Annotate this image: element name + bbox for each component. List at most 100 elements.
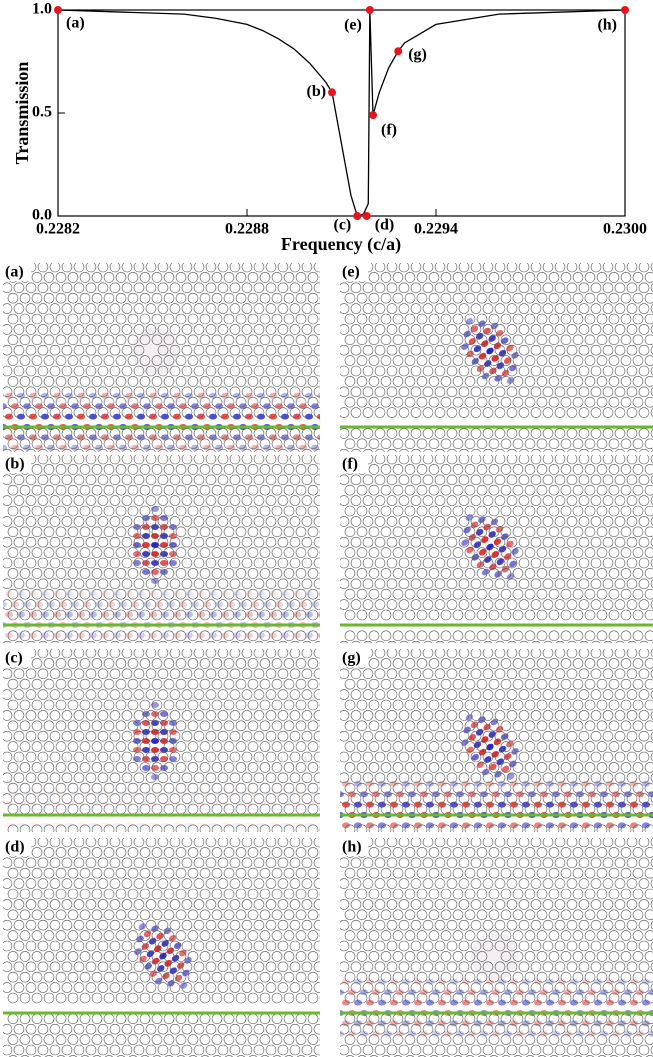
lattice-hole (55, 376, 67, 387)
lattice-hole (620, 292, 632, 304)
field-blob (133, 560, 141, 566)
lattice-hole (49, 668, 61, 680)
lattice-hole (19, 609, 31, 621)
lattice-hole (7, 909, 19, 921)
lattice-hole (235, 292, 247, 304)
lattice-hole (25, 386, 37, 398)
lattice-hole (488, 720, 500, 732)
lattice-hole (590, 578, 602, 590)
field-blob (420, 1030, 428, 1037)
lattice-hole (13, 899, 25, 910)
lattice-hole (151, 678, 163, 690)
lattice-hole (494, 536, 506, 548)
lattice-hole (464, 334, 476, 346)
lattice-hole (458, 344, 470, 356)
lattice-hole (524, 526, 536, 538)
lattice-hole (260, 1055, 270, 1057)
field-blob (462, 1020, 470, 1027)
lattice-hole (134, 448, 144, 452)
lattice-hole (295, 630, 307, 642)
lattice-hole (259, 272, 271, 283)
lattice-hole (512, 568, 524, 579)
lattice-hole (301, 793, 313, 804)
lattice-hole (614, 516, 626, 527)
lattice-hole (578, 407, 590, 418)
lattice-hole (193, 899, 205, 910)
field-blob (77, 801, 85, 808)
lattice-hole (212, 1055, 222, 1057)
lattice-hole (205, 649, 217, 659)
lattice-hole (73, 282, 85, 294)
lattice-hole (271, 888, 283, 900)
lattice-hole (386, 263, 398, 273)
lattice-hole (223, 951, 235, 962)
lattice-hole (175, 505, 187, 517)
field-blob (564, 791, 572, 798)
lattice-hole (229, 793, 241, 804)
lattice-hole (638, 474, 650, 486)
lattice-hole (43, 588, 55, 600)
lattice-hole (115, 505, 127, 517)
lattice-hole (109, 961, 121, 973)
lattice-hole (7, 824, 19, 832)
lattice-hole (229, 557, 241, 569)
lattice-hole (326, 516, 336, 526)
lattice-hole (121, 474, 133, 486)
lattice-hole (145, 961, 157, 973)
lattice-hole (199, 824, 211, 832)
lattice-hole (410, 344, 422, 356)
lattice-hole (356, 588, 368, 600)
lattice-hole (447, 640, 457, 643)
lattice-hole (253, 282, 265, 294)
lattice-hole (452, 678, 464, 690)
lattice-hole (31, 464, 43, 475)
lattice-hole (638, 386, 650, 398)
lattice-hole (410, 263, 422, 273)
lattice-hole (271, 355, 283, 366)
lattice-hole (362, 578, 374, 590)
field-blob (504, 833, 512, 839)
lattice-hole (554, 263, 566, 273)
lattice-hole (422, 772, 434, 784)
field-blob (558, 822, 566, 829)
lattice-hole (404, 313, 416, 325)
lattice-hole (482, 649, 494, 659)
lattice-hole (223, 376, 235, 387)
lattice-hole (31, 334, 43, 346)
lattice-hole (151, 609, 163, 621)
lattice-hole (578, 793, 590, 804)
field-blob (137, 801, 145, 808)
lattice-hole (301, 878, 313, 889)
lattice-hole (626, 649, 638, 659)
field-blob (29, 822, 37, 829)
lattice-hole (356, 376, 368, 387)
lattice-hole (560, 762, 572, 773)
panel-label: (f) (342, 456, 358, 473)
lattice-hole (542, 495, 554, 506)
lattice-hole (163, 888, 175, 900)
lattice-hole (494, 474, 506, 486)
lattice-hole (7, 547, 19, 558)
lattice-hole (73, 751, 85, 763)
lattice-hole (217, 474, 229, 486)
lattice-hole (416, 396, 428, 408)
lattice-hole (211, 824, 223, 832)
lattice-hole (175, 396, 187, 408)
lattice-hole (446, 407, 458, 418)
lattice-hole (43, 678, 55, 690)
lattice-hole (265, 1023, 277, 1035)
lattice-hole (392, 609, 404, 621)
lattice-hole (518, 263, 530, 273)
lattice-hole (146, 448, 156, 452)
lattice-hole (374, 263, 386, 273)
field-blob (564, 1030, 572, 1037)
lattice-hole (229, 344, 241, 356)
lattice-hole (235, 824, 247, 832)
lattice-hole (536, 588, 548, 600)
lattice-hole (169, 1044, 181, 1056)
lattice-hole (440, 464, 452, 475)
lattice-hole (392, 334, 404, 346)
lattice-hole (61, 940, 73, 952)
lattice-hole (73, 919, 85, 931)
lattice-hole (602, 838, 614, 848)
